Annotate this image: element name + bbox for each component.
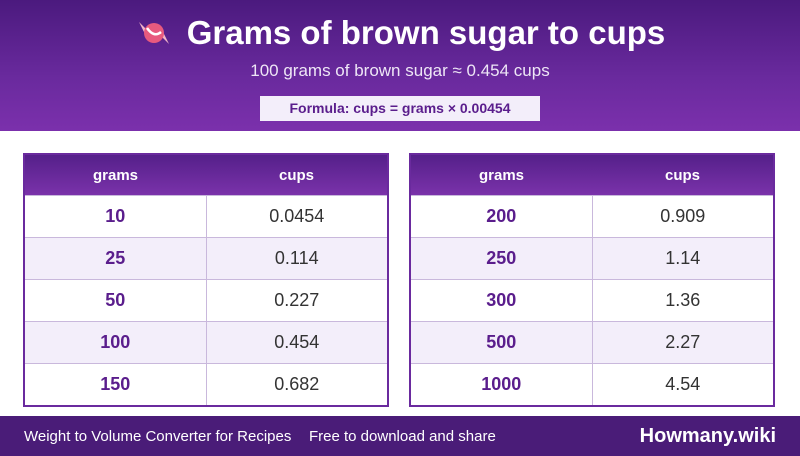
cups-cell: 0.682 [205,363,389,407]
column-header: grams [410,154,592,196]
candy-icon [138,22,169,44]
cups-cell: 1.36 [591,279,775,322]
subtitle: 100 grams of brown sugar ≈ 0.454 cups [250,61,550,80]
cups-cell: 0.454 [205,321,389,364]
conversion-table: grams cups 200 0.909 250 1.14 300 1.36 500 2.27 10… [409,153,775,407]
footer-text: Free to download and share [309,428,496,445]
grams-cell: 300 [409,279,593,322]
table-row: 25 0.114 [23,237,389,280]
cups-cell: 0.0454 [205,195,389,238]
grams-cell: 25 [23,237,207,280]
table-row: 200 0.909 [409,195,775,238]
header-row: grams cups [410,154,774,196]
column-header: cups [592,154,774,196]
column-header: grams [24,154,206,196]
grams-cell: 50 [23,279,207,322]
footer-text: Weight to Volume Converter for Recipes [24,428,292,445]
table-row: 10 0.0454 [23,195,389,238]
conversion-table: grams cups 10 0.0454 25 0.114 50 0.227 100 0.454 1… [23,153,389,407]
table-row: 150 0.682 [23,363,389,407]
table-row: 1000 4.54 [409,363,775,407]
grams-cell: 150 [23,363,207,407]
header-row: grams cups [24,154,388,196]
table-row: 50 0.227 [23,279,389,322]
cups-cell: 2.27 [591,321,775,364]
grams-cell: 1000 [409,363,593,407]
table-row: 250 1.14 [409,237,775,280]
grams-cell: 200 [409,195,593,238]
grams-cell: 100 [23,321,207,364]
cups-cell: 4.54 [591,363,775,407]
formula: Formula: cups = grams × 0.00454 [260,96,540,121]
footer: Weight to Volume Converter for Recipes F… [0,416,800,456]
title-row: Grams of brown sugar to cups [0,14,800,52]
title: Grams of brown sugar to cups [186,14,666,51]
grams-cell: 10 [23,195,207,238]
table-row: 100 0.454 [23,321,389,364]
table-row: 300 1.36 [409,279,775,322]
cups-cell: 0.227 [205,279,389,322]
column-header: cups [206,154,388,196]
cups-cell: 0.909 [591,195,775,238]
cups-cell: 0.114 [205,237,389,280]
grams-cell: 500 [409,321,593,364]
brand: Howmany.wiki [639,425,776,447]
header: Grams of brown sugar to cups 100 grams o… [0,0,800,131]
grams-cell: 250 [409,237,593,280]
table-row: 500 2.27 [409,321,775,364]
cups-cell: 1.14 [591,237,775,280]
